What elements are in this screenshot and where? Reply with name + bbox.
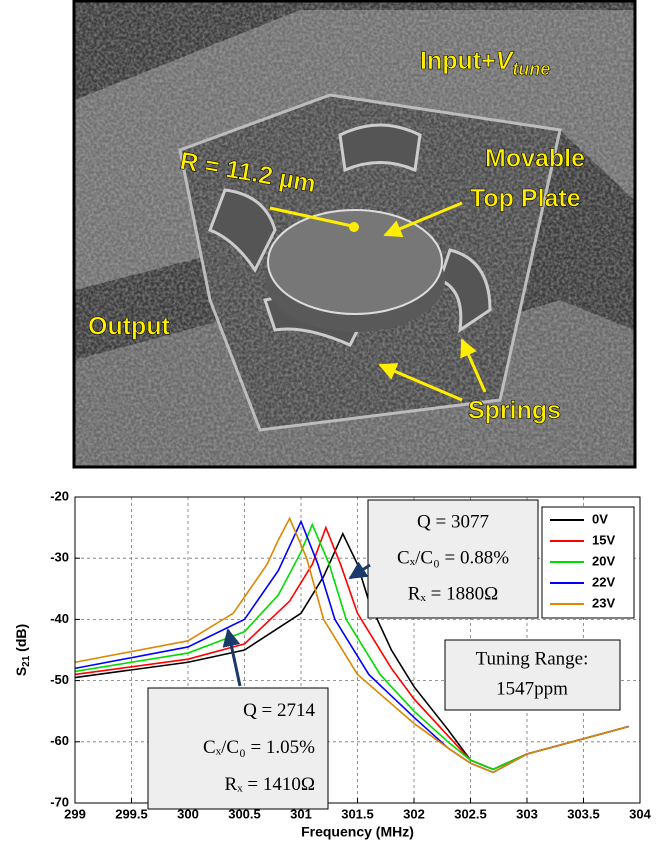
legend-label: 22V [592,574,615,589]
springs-arrow [378,363,463,402]
annotation-text: Rₓ = 1880Ω [408,583,499,604]
y-axis-label: S21 (dB) [13,624,32,676]
annotation-box [444,639,621,711]
y-tick-label: -40 [50,611,69,626]
x-tick-label: 300 [177,806,199,821]
y-label-part: (dB) [13,624,29,656]
radius-dot [349,222,359,232]
plate-label: Top Plate [470,185,581,213]
x-tick-label: 301 [290,806,312,821]
x-tick-label: 303.5 [567,806,600,821]
annotation-text: Rₓ = 1410Ω [224,774,315,795]
annotation-box [367,499,539,619]
y-tick-label: -60 [50,733,69,748]
x-tick-label: 299 [64,806,86,821]
y-tick-label: -70 [50,794,69,809]
input-label: Input+Vtune [420,47,550,79]
input-text: Input+ [420,47,496,75]
annotation-text: Cₓ/C₀ = 1.05% [203,737,315,758]
annotation-text: Q = 3077 [417,511,489,532]
x-tick-label: 302 [403,806,425,821]
x-axis-label: Frequency (MHz) [301,824,414,840]
input-sub: tune [512,59,550,79]
springs-label: Springs [468,397,561,425]
input-v: V [496,47,515,75]
x-tick-label: 300.5 [228,806,261,821]
plate-arrow [383,201,463,238]
y-tick-label: -30 [50,550,69,565]
sem-image [75,2,634,466]
plot-frame [74,496,641,804]
legend-label: 20V [592,553,615,568]
y-tick-label: -50 [50,672,69,687]
annotation-box [147,687,329,810]
y-label-part: 21 [21,655,32,667]
series-line [74,516,629,774]
image-border [72,0,637,469]
legend-label: 15V [592,532,615,547]
annotation-text: Q = 2714 [243,700,315,721]
plate-label: Movable [485,145,585,173]
springs-arrow [460,338,487,393]
x-tick-label: 303 [516,806,538,821]
legend-label: 0V [592,511,608,526]
output-label: Output [88,313,171,341]
y-label-part: S [13,667,29,676]
radius-line [269,206,353,228]
series-line [74,522,629,771]
x-tick-label: 302.5 [454,806,487,821]
annotation-text: 1547ppm [496,678,568,699]
x-tick-label: 301.5 [341,806,374,821]
x-tick-label: 304 [629,806,651,821]
annotation-text: Tuning Range: [476,648,589,669]
annotation-arrow [222,628,242,687]
y-tick-label: -20 [50,488,69,503]
annotation-text: Cₓ/C₀ = 0.88% [397,547,509,568]
annotation-arrow [348,561,371,580]
chart: 299 299.5 300 300.5 301 301.5 302 302.5 303 303.5… [13,488,652,839]
x-tick-label: 299.5 [115,806,148,821]
legend-label: 23V [592,595,615,610]
